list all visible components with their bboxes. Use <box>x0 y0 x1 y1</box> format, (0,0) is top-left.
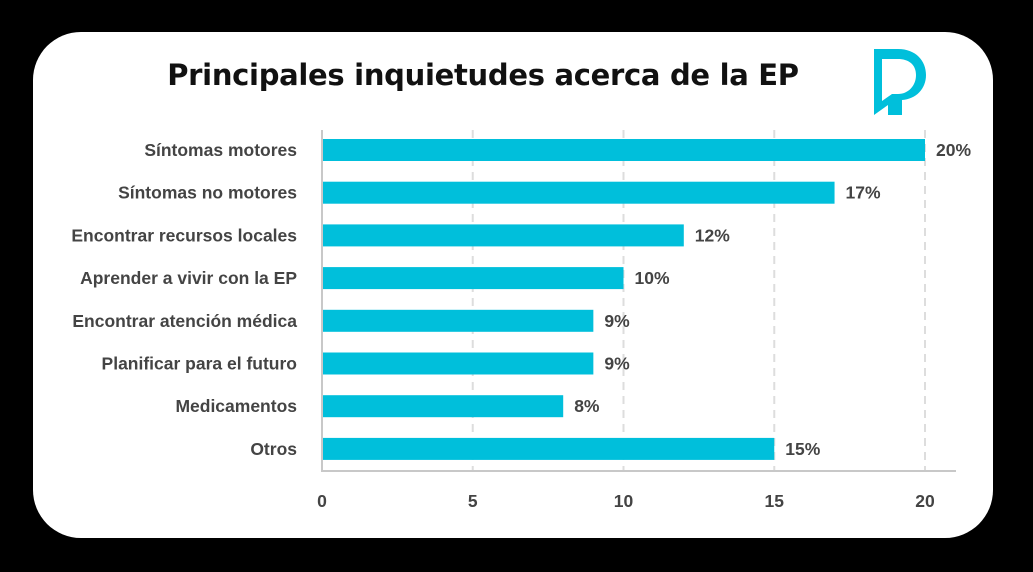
x-tick-label: 0 <box>317 491 327 511</box>
data-label: 15% <box>785 439 820 459</box>
data-label: 17% <box>846 183 881 203</box>
bar-2 <box>322 224 684 247</box>
x-tick-label: 15 <box>765 491 785 511</box>
bar-4 <box>322 309 594 332</box>
category-label: Síntomas motores <box>144 140 297 160</box>
data-label: 10% <box>635 268 670 288</box>
axes <box>321 130 956 472</box>
category-label: Síntomas no motores <box>118 183 297 203</box>
category-label: Aprender a vivir con la EP <box>80 268 297 288</box>
x-tick-label: 10 <box>614 491 634 511</box>
category-label: Encontrar atención médica <box>72 311 297 331</box>
category-label: Otros <box>250 439 297 459</box>
data-label: 9% <box>604 354 630 374</box>
bars <box>322 139 925 460</box>
data-label: 8% <box>574 396 600 416</box>
bar-7 <box>322 437 775 460</box>
category-label: Planificar para el futuro <box>102 354 297 374</box>
category-label: Medicamentos <box>175 396 297 416</box>
bar-0 <box>322 139 925 161</box>
labels: Síntomas motores Síntomas no motores Encon… <box>71 140 971 511</box>
chart-title: Principales inquietudes acerca de la EP <box>167 58 799 92</box>
data-label: 20% <box>936 140 971 160</box>
category-label: Encontrar recursos locales <box>71 225 297 245</box>
brand-logo-icon <box>872 49 926 115</box>
bar-6 <box>322 395 564 418</box>
data-label: 12% <box>695 225 730 245</box>
x-tick-label: 5 <box>468 491 478 511</box>
x-tick-label: 20 <box>915 491 935 511</box>
bar-3 <box>322 267 624 290</box>
grid-lines <box>471 130 926 471</box>
bar-1 <box>322 181 835 204</box>
logo-p-shape <box>872 49 926 115</box>
data-label: 9% <box>604 311 630 331</box>
bar-5 <box>322 352 594 375</box>
